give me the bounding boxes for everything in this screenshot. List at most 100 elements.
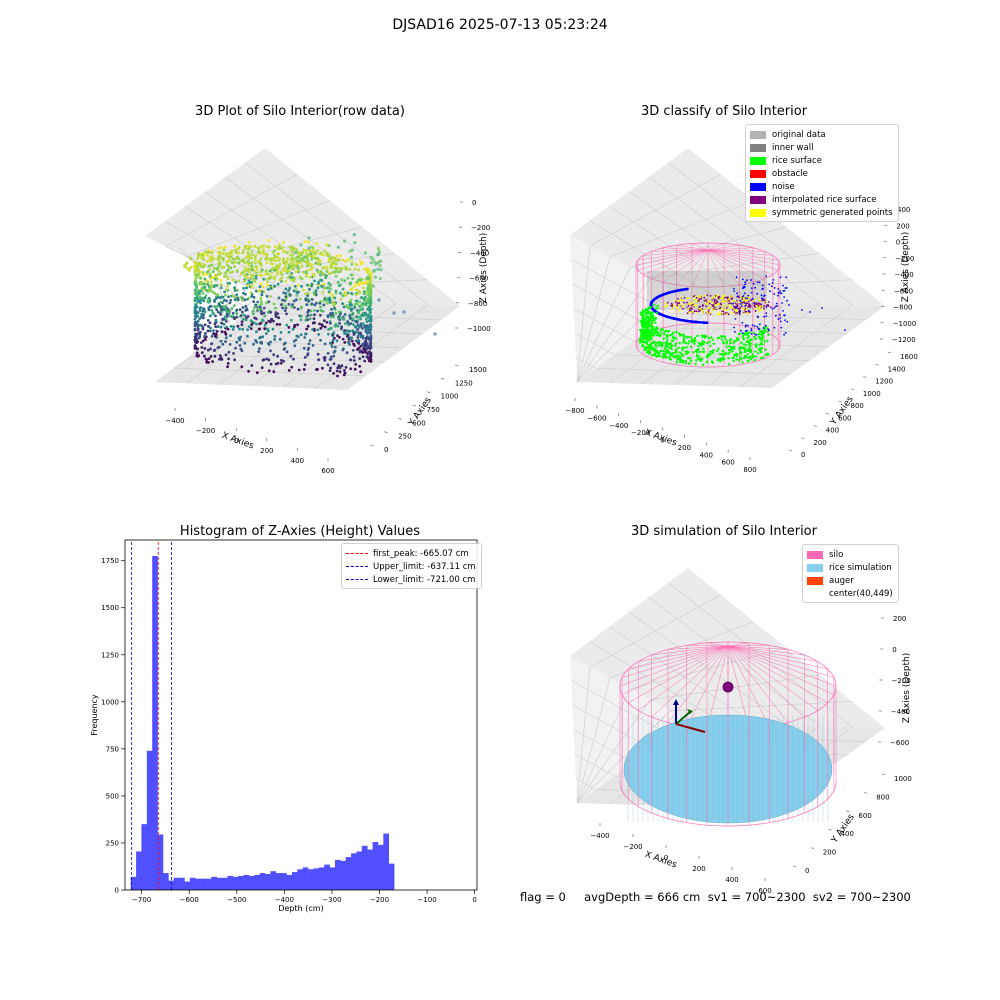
panel4-3d-plot: −400−2000200400600020040060080010002000−… [570, 568, 912, 895]
data-point [246, 315, 250, 318]
data-point [367, 351, 371, 355]
point-noise [779, 290, 781, 292]
data-point [194, 291, 197, 294]
data-point [200, 287, 204, 291]
data-point [356, 309, 359, 312]
point-noise [744, 283, 746, 286]
point-surface [721, 297, 724, 299]
data-point [201, 291, 205, 295]
point-surface [767, 301, 770, 303]
tick-label: 600 [758, 887, 771, 895]
tick-mark [881, 773, 886, 776]
point-surface [707, 308, 710, 310]
point-rice [727, 348, 730, 352]
point-surface [664, 302, 666, 304]
data-point [362, 297, 366, 301]
data-point [297, 335, 300, 339]
panel3-histogram: −700 −600 −500 −400 −300 −200 −100 002505007501… [90, 539, 478, 913]
data-point [272, 370, 276, 374]
point-noise [784, 287, 787, 289]
data-point [273, 245, 277, 249]
data-point [254, 274, 258, 278]
point-rice [722, 341, 726, 345]
point-noise [844, 329, 846, 331]
point-noise [770, 285, 773, 288]
data-point [361, 261, 365, 265]
point-surface [720, 307, 723, 310]
point-rice [653, 331, 657, 335]
data-point [361, 326, 364, 330]
point-rice [739, 346, 742, 349]
point-surface [695, 300, 698, 303]
data-point [329, 263, 333, 267]
data-point [216, 251, 220, 254]
data-point [225, 253, 229, 257]
point-rice [675, 361, 678, 364]
data-point [307, 308, 311, 312]
data-point [278, 337, 282, 341]
data-point [260, 319, 264, 323]
point-surface [725, 299, 728, 302]
silo-roof [707, 249, 765, 279]
point-surface [694, 304, 697, 306]
data-point [357, 290, 361, 294]
data-point [308, 317, 312, 321]
point-surface [683, 297, 686, 299]
silo-roof [727, 642, 750, 647]
panel4-y-label: Y Axies [829, 812, 857, 845]
data-point [193, 288, 197, 292]
data-point [198, 330, 202, 334]
point-noise [777, 291, 780, 294]
point-noise [649, 302, 653, 306]
histogram-bar [168, 880, 175, 890]
data-point [338, 258, 341, 261]
silo-roof [667, 645, 729, 723]
point-rice [707, 336, 710, 340]
point-surface [745, 308, 748, 310]
y-tick-label: 1250 [101, 651, 119, 659]
data-point [338, 321, 341, 325]
histogram-bar [232, 876, 239, 890]
data-point [200, 265, 203, 268]
data-point [354, 330, 358, 334]
panel1-axes-panes [145, 148, 460, 390]
point-surface [709, 295, 712, 297]
point-rice [641, 343, 644, 347]
data-point [323, 325, 327, 329]
data-point [198, 296, 202, 299]
tick-label: 600 [321, 467, 334, 475]
data-point [369, 255, 373, 259]
data-point [234, 346, 238, 350]
point-noise [746, 279, 748, 282]
data-point [264, 270, 268, 273]
data-point [211, 270, 215, 273]
data-point [358, 300, 362, 304]
data-point [349, 358, 353, 362]
data-point [241, 310, 244, 314]
data-point [321, 290, 325, 294]
data-point [222, 306, 226, 310]
data-point [358, 364, 361, 368]
data-point [310, 245, 314, 249]
point-surface [714, 302, 717, 305]
data-point [328, 272, 331, 276]
data-point [250, 320, 254, 323]
point-rice [652, 333, 655, 337]
data-point [195, 332, 199, 336]
panel1-title: 3D Plot of Silo Interior(row data) [195, 104, 405, 119]
tick-label: 800 [851, 402, 864, 410]
point-surface [714, 295, 717, 297]
data-point [335, 339, 339, 343]
point-surface [671, 305, 674, 308]
data-point [369, 319, 373, 323]
point-surface [706, 303, 709, 306]
data-point [342, 305, 346, 309]
point-surface [708, 300, 710, 303]
data-point [273, 334, 277, 338]
point-rice [681, 346, 684, 350]
data-point [247, 369, 251, 373]
data-point [361, 308, 364, 311]
data-point [280, 276, 284, 280]
data-point [241, 327, 245, 331]
data-point [302, 288, 305, 292]
